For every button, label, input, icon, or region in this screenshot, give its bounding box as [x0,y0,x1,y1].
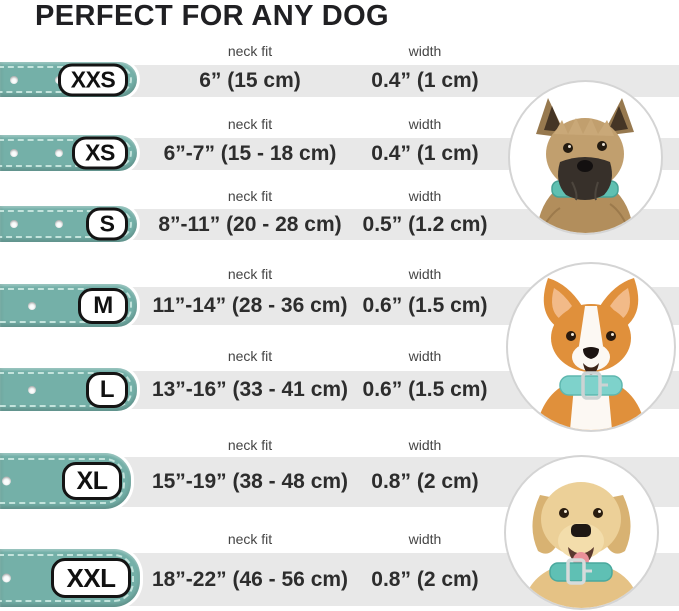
collar-hole [10,220,18,228]
collar-graphic: XXS [0,62,137,97]
column-labels-row: neck fit width [0,348,679,365]
dog-photo-labrador [504,455,659,610]
neck-fit-value: 15”-19” (38 - 48 cm) [151,470,349,493]
collar-graphic: XS [0,135,137,171]
column-labels-row: neck fit width [0,116,679,133]
labrador-illustration [522,482,641,608]
neck-fit-column-label: neck fit [227,266,273,282]
size-badge: XXS [58,63,128,96]
width-value: 0.5” (1.2 cm) [362,212,488,236]
size-badge: XS [72,136,128,170]
size-badge: M [78,287,128,324]
neck-fit-column-label: neck fit [227,531,273,547]
collar-graphic: XL [0,453,131,509]
column-labels-row: neck fit width [0,266,679,283]
column-labels-row: neck fit width [0,43,679,60]
neck-fit-value: 6” (15 cm) [199,69,301,92]
collar-hole [2,573,11,583]
neck-fit-column-label: neck fit [227,116,273,132]
collar-hole [28,385,36,394]
width-column-label: width [408,116,442,132]
column-labels-row: neck fit width [0,188,679,205]
corgi-illustration [536,278,646,430]
dog-photo-terrier [508,80,663,235]
size-badge: S [86,207,128,241]
dog-photo-corgi [506,262,676,432]
neck-fit-value: 11”-14” (28 - 36 cm) [152,294,348,317]
collar-graphic: L [0,368,137,411]
neck-fit-column-label: neck fit [227,348,273,364]
width-value: 0.6” (1.5 cm) [362,378,488,401]
width-column-label: width [408,43,442,59]
width-column-label: width [408,348,442,364]
collar-graphic: M [0,284,137,327]
width-column-label: width [408,188,442,204]
neck-fit-column-label: neck fit [227,43,273,59]
neck-fit-value: 18”-22” (46 - 56 cm) [151,567,349,591]
neck-fit-column-label: neck fit [227,188,273,204]
width-column-label: width [408,437,442,453]
size-badge: XL [62,462,122,500]
column-labels-row: neck fit width [0,437,679,454]
column-labels-row: neck fit width [0,531,679,548]
width-value: 0.8” (2 cm) [371,567,479,591]
terrier-illustration [536,98,634,233]
width-value: 0.6” (1.5 cm) [362,294,488,317]
collar-hole [55,149,63,157]
collar-hole [28,301,36,310]
neck-fit-value: 6”-7” (15 - 18 cm) [163,142,337,165]
page-title: PERFECT FOR ANY DOG [35,0,390,32]
size-badge: XXL [51,558,131,598]
width-value: 0.4” (1 cm) [371,142,479,165]
collar-graphic: XXL [0,549,140,607]
collar-hole [2,476,11,486]
neck-fit-column-label: neck fit [227,437,273,453]
width-value: 0.4” (1 cm) [371,69,479,92]
size-badge: L [86,371,128,408]
width-value: 0.8” (2 cm) [371,470,479,493]
width-column-label: width [408,266,442,282]
neck-fit-value: 8”-11” (20 - 28 cm) [158,212,342,236]
collar-hole [10,149,18,157]
width-column-label: width [408,531,442,547]
collar-hole [55,220,63,228]
neck-fit-value: 13”-16” (33 - 41 cm) [151,378,349,401]
collar-graphic: S [0,206,137,242]
collar-hole [10,75,18,84]
